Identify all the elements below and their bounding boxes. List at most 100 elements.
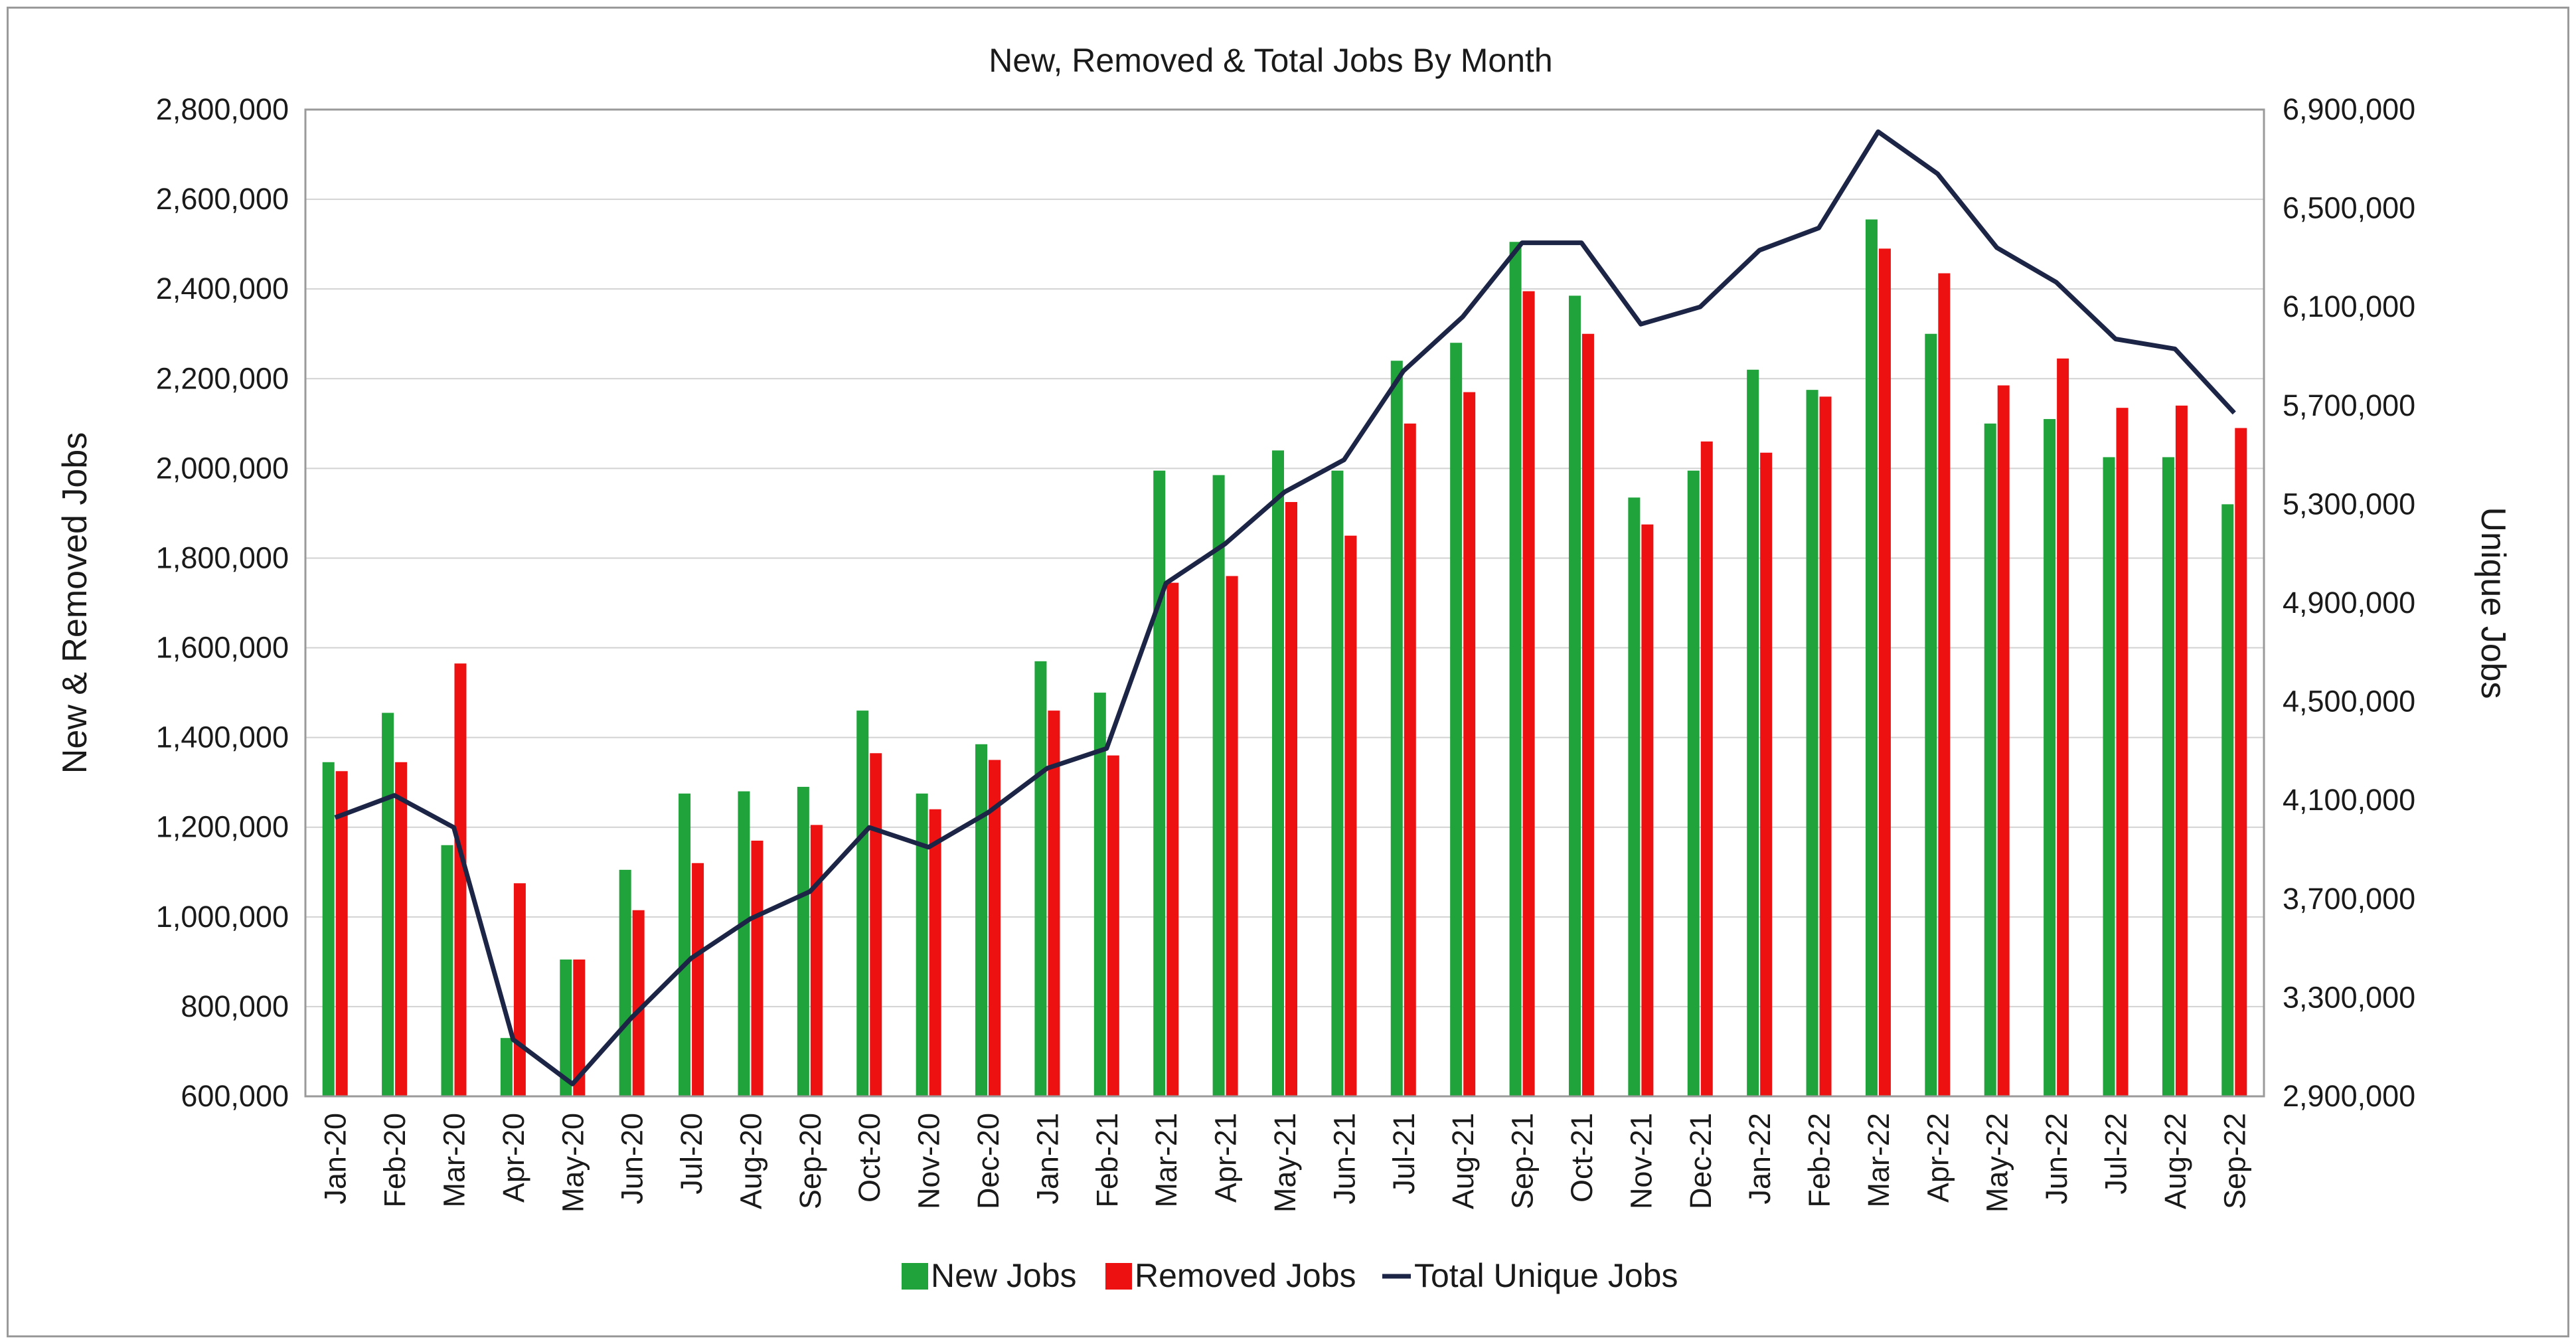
x-tick-label: Feb-20: [378, 1113, 412, 1208]
x-tick-label: Jul-22: [2099, 1113, 2133, 1195]
legend-label-new-jobs: New Jobs: [931, 1257, 1077, 1294]
removed-jobs-bar: [1997, 385, 2010, 1096]
x-tick-label: Jan-22: [1743, 1113, 1777, 1205]
right-tick-label: 3,300,000: [2283, 980, 2415, 1014]
new-jobs-bar: [1747, 369, 1759, 1096]
x-tick-label: Jul-21: [1387, 1113, 1421, 1195]
x-tick-label: Jun-22: [2040, 1113, 2073, 1205]
legend: New Jobs Removed Jobs Total Unique Jobs: [902, 1257, 1678, 1294]
removed-jobs-bar: [1048, 711, 1060, 1096]
new-jobs-bar: [1806, 390, 1818, 1096]
legend-label-removed-jobs: Removed Jobs: [1135, 1257, 1356, 1294]
new-jobs-bar: [322, 762, 335, 1096]
x-tick-label: Mar-21: [1149, 1113, 1183, 1208]
right-tick-label: 5,300,000: [2283, 487, 2415, 521]
new-jobs-bar: [382, 713, 394, 1096]
x-tick-label: Mar-22: [1862, 1113, 1895, 1208]
removed-jobs-bar: [870, 753, 882, 1096]
left-axis-ticks: 600,000 800,000 1,000,000 1,200,000 1,400,00…: [156, 92, 289, 1113]
x-tick-label: Jun-20: [615, 1113, 649, 1205]
removed-jobs-bar: [454, 663, 467, 1096]
x-tick-label: Apr-22: [1921, 1113, 1955, 1203]
new-jobs-bar: [916, 794, 928, 1096]
new-jobs-bar: [1272, 450, 1284, 1096]
removed-jobs-bar: [1463, 392, 1476, 1096]
new-jobs-bar: [1212, 475, 1225, 1096]
x-tick-label: Sep-22: [2217, 1113, 2251, 1209]
x-tick-label: May-22: [1980, 1113, 2014, 1213]
x-tick-label: Dec-20: [971, 1113, 1005, 1209]
removed-jobs-bar: [1522, 291, 1535, 1096]
removed-jobs-bar: [989, 760, 1001, 1096]
chart-title: New, Removed & Total Jobs By Month: [989, 42, 1553, 79]
bars: [322, 219, 2247, 1097]
right-tick-label: 6,100,000: [2283, 290, 2415, 323]
legend-swatch-removed-jobs: [1105, 1263, 1132, 1290]
removed-jobs-bar: [395, 762, 408, 1096]
removed-jobs-bar: [1344, 535, 1357, 1096]
removed-jobs-bar: [1581, 333, 1594, 1096]
new-jobs-bar: [500, 1038, 513, 1096]
left-tick-label: 1,000,000: [156, 900, 289, 934]
removed-jobs-bar: [751, 840, 764, 1096]
removed-jobs-bar: [1700, 441, 1713, 1096]
removed-jobs-bar: [632, 910, 645, 1096]
removed-jobs-bar: [1641, 524, 1654, 1096]
removed-jobs-bar: [335, 771, 348, 1096]
x-tick-label: Apr-20: [497, 1113, 530, 1203]
gridlines: [305, 109, 2264, 1097]
removed-jobs-bar: [1760, 452, 1773, 1096]
new-jobs-bar: [2044, 419, 2056, 1096]
x-tick-label: Aug-22: [2158, 1113, 2192, 1209]
x-tick-label: Aug-21: [1446, 1113, 1480, 1209]
new-jobs-bar: [1450, 343, 1463, 1097]
new-jobs-bar: [1984, 423, 1996, 1096]
left-tick-label: 1,400,000: [156, 720, 289, 754]
new-jobs-bar: [1687, 470, 1700, 1096]
new-jobs-bar: [619, 869, 631, 1096]
removed-jobs-bar: [692, 863, 704, 1096]
new-jobs-bar: [560, 959, 572, 1096]
x-tick-label: Aug-20: [734, 1113, 767, 1209]
unique-jobs-line: [334, 129, 2236, 1086]
x-axis-ticks: Jan-20 Feb-20 Mar-20 Apr-20 May-20 Jun-20 Jul-…: [319, 1113, 2252, 1213]
right-tick-label: 5,700,000: [2283, 388, 2415, 422]
right-tick-label: 4,900,000: [2283, 586, 2415, 620]
right-tick-label: 4,100,000: [2283, 783, 2415, 817]
new-jobs-bar: [2162, 457, 2174, 1096]
x-tick-label: Feb-22: [1803, 1113, 1836, 1208]
right-tick-label: 6,900,000: [2283, 92, 2415, 126]
left-axis-title: New & Removed Jobs: [56, 432, 94, 774]
left-tick-label: 600,000: [181, 1079, 289, 1113]
new-jobs-bar: [1034, 661, 1047, 1096]
removed-jobs-bar: [1938, 273, 1951, 1097]
removed-jobs-bar: [1819, 396, 1832, 1096]
new-jobs-bar: [1568, 295, 1581, 1097]
legend-label-unique-jobs: Total Unique Jobs: [1414, 1257, 1678, 1294]
unique-jobs-line-group: [334, 129, 2236, 1086]
new-jobs-bar: [1925, 333, 1937, 1096]
left-tick-label: 1,600,000: [156, 631, 289, 665]
left-tick-label: 2,000,000: [156, 451, 289, 485]
x-tick-label: Sep-21: [1506, 1113, 1540, 1209]
new-jobs-bar: [2221, 504, 2234, 1096]
new-jobs-bar: [797, 786, 809, 1096]
new-jobs-bar: [975, 744, 988, 1096]
removed-jobs-bar: [1167, 582, 1179, 1096]
new-jobs-bar: [738, 791, 750, 1096]
x-tick-label: May-21: [1268, 1113, 1302, 1213]
plot-area-border: [304, 108, 2265, 1098]
x-tick-label: Dec-21: [1684, 1113, 1718, 1209]
left-tick-label: 1,800,000: [156, 541, 289, 574]
new-jobs-bar: [1865, 219, 1878, 1097]
x-tick-label: Jan-20: [319, 1113, 353, 1205]
left-tick-label: 1,200,000: [156, 810, 289, 844]
removed-jobs-bar: [1404, 423, 1416, 1096]
right-tick-label: 6,500,000: [2283, 191, 2415, 225]
removed-jobs-bar: [929, 809, 941, 1096]
x-tick-label: Jun-21: [1327, 1113, 1361, 1205]
removed-jobs-bar: [2116, 408, 2129, 1096]
removed-jobs-bar: [1226, 576, 1238, 1096]
new-jobs-bar: [679, 794, 691, 1096]
left-tick-label: 800,000: [181, 989, 289, 1023]
